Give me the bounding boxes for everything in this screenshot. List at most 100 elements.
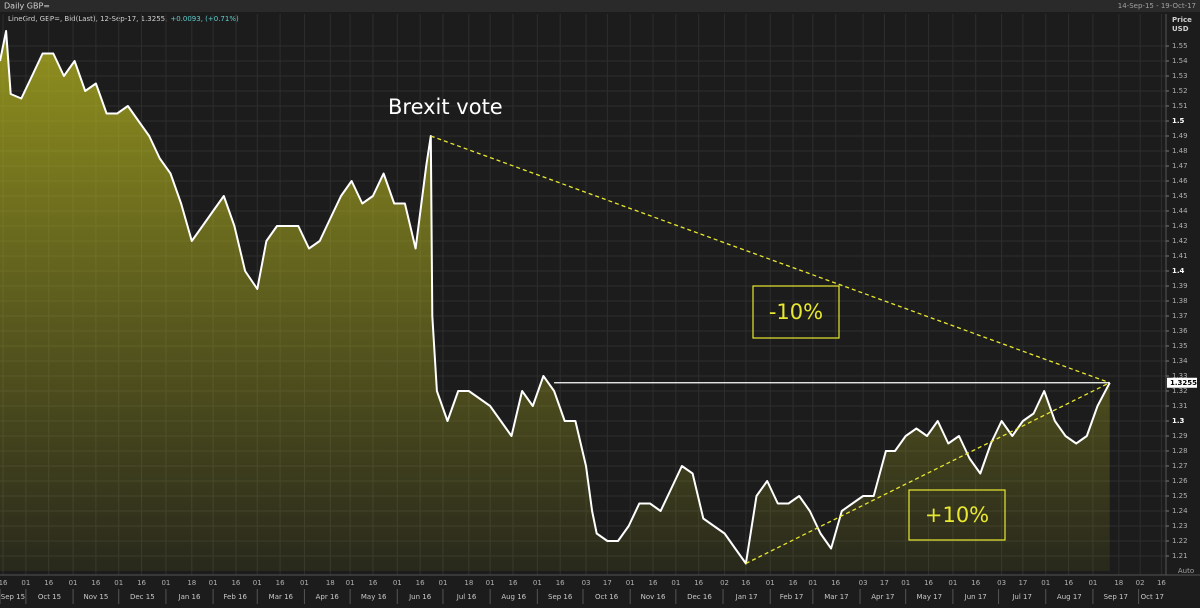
last-value-tag <box>1167 377 1197 388</box>
y-tick-label: 1.37 <box>1172 312 1188 320</box>
month-label: Apr 16 <box>316 593 340 601</box>
y-tick-label: 1.44 <box>1172 207 1188 215</box>
x-tick-label: 16 <box>924 579 933 587</box>
annotation-box <box>908 489 1006 541</box>
chart-title: Daily GBP= <box>4 2 50 11</box>
x-tick-label: 01 <box>209 579 218 587</box>
x-tick-label: 16 <box>231 579 240 587</box>
x-tick-label: 16 <box>0 579 8 587</box>
month-label: Mar 16 <box>269 593 294 601</box>
x-tick-label: 16 <box>276 579 285 587</box>
x-tick-label: 16 <box>694 579 703 587</box>
y-tick-label: 1.25 <box>1172 492 1188 500</box>
y-tick-label: 1.49 <box>1172 132 1188 140</box>
x-tick-label: 16 <box>368 579 377 587</box>
month-label: Jan 17 <box>735 593 758 601</box>
y-tick-label: 1.53 <box>1172 72 1188 80</box>
legend-change: +0.0093, (+0.71%) <box>170 15 239 23</box>
x-tick-label: 01 <box>346 579 355 587</box>
y-tick-label: 1.28 <box>1172 447 1188 455</box>
month-label: Apr 17 <box>871 593 894 601</box>
month-label: Sep 17 <box>1104 593 1128 601</box>
x-tick-label: 16 <box>789 579 798 587</box>
x-tick-label: 01 <box>1041 579 1050 587</box>
month-label: Jul 17 <box>1011 593 1032 601</box>
x-tick-label: 16 <box>509 579 518 587</box>
y-tick-label: 1.32 <box>1172 387 1188 395</box>
y-tick-label: 1.52 <box>1172 87 1188 95</box>
x-tick-label: 16 <box>416 579 425 587</box>
x-tick-label: 01 <box>114 579 123 587</box>
month-label: Jan 16 <box>178 593 201 601</box>
x-tick-label: 01 <box>438 579 447 587</box>
y-tick-label: 1.4 <box>1172 267 1185 275</box>
month-label: Oct 16 <box>595 593 619 601</box>
x-tick-label: 18 <box>187 579 196 587</box>
y-tick-label: 1.33 <box>1172 372 1188 380</box>
month-label: Jun 16 <box>408 593 432 601</box>
x-tick-label: 01 <box>161 579 170 587</box>
x-tick-label: 17 <box>603 579 612 587</box>
y-axis-label: USD <box>1172 25 1189 33</box>
x-tick-label: 01 <box>948 579 957 587</box>
x-tick-label: 01 <box>1088 579 1097 587</box>
y-tick-label: 1.27 <box>1172 462 1188 470</box>
x-tick-label: 01 <box>671 579 680 587</box>
x-tick-label: 01 <box>393 579 402 587</box>
header-bar <box>0 0 1200 12</box>
x-tick-label: 17 <box>1018 579 1027 587</box>
x-tick-label: 16 <box>1157 579 1166 587</box>
x-tick-label: 03 <box>582 579 591 587</box>
y-tick-label: 1.42 <box>1172 237 1188 245</box>
x-tick-label: 01 <box>21 579 30 587</box>
x-tick-label: 18 <box>464 579 473 587</box>
reference-line <box>430 135 1110 384</box>
y-tick-label: 1.45 <box>1172 192 1188 200</box>
x-tick-label: 16 <box>91 579 100 587</box>
x-tick-label: 01 <box>486 579 495 587</box>
y-tick-label: 1.36 <box>1172 327 1188 335</box>
x-tick-label: 01 <box>766 579 775 587</box>
x-tick-label: 16 <box>1064 579 1073 587</box>
month-label: Feb 17 <box>780 593 804 601</box>
y-tick-label: 1.51 <box>1172 102 1188 110</box>
x-tick-label: 02 <box>720 579 729 587</box>
x-tick-label: 01 <box>626 579 635 587</box>
x-tick-label: 17 <box>880 579 889 587</box>
x-tick-label: 16 <box>556 579 565 587</box>
x-tick-label: 01 <box>533 579 542 587</box>
price-line <box>0 30 1111 565</box>
y-tick-label: 1.21 <box>1172 552 1188 560</box>
y-tick-label: 1.55 <box>1172 42 1188 50</box>
y-tick-label: 1.34 <box>1172 357 1188 365</box>
month-label: Feb 16 <box>223 593 247 601</box>
y-tick-label: 1.54 <box>1172 57 1188 65</box>
annotation: Brexit vote <box>388 95 503 119</box>
month-label: Oct 17 <box>1141 593 1164 601</box>
month-label: Nov 15 <box>83 593 108 601</box>
month-label: Mar 17 <box>824 593 848 601</box>
x-tick-label: 16 <box>971 579 980 587</box>
y-tick-label: 1.39 <box>1172 282 1188 290</box>
month-label: Dec 16 <box>687 593 712 601</box>
auto-button[interactable]: Auto <box>1178 567 1194 575</box>
month-label: May 16 <box>361 593 387 601</box>
x-tick-label: 16 <box>831 579 840 587</box>
month-label: Jun 17 <box>964 593 987 601</box>
x-tick-label: 01 <box>300 579 309 587</box>
y-tick-label: 1.38 <box>1172 297 1188 305</box>
legend-text: LineGrd, GBP=, Bid(Last), 12-Sep-17, 1.3… <box>8 15 167 23</box>
month-label: Dec 15 <box>130 593 155 601</box>
x-tick-label: 01 <box>808 579 817 587</box>
annotation: +10% <box>925 503 989 527</box>
y-tick-label: 1.47 <box>1172 162 1188 170</box>
month-label: May 17 <box>916 593 942 601</box>
x-tick-label: 03 <box>859 579 868 587</box>
x-tick-label: 18 <box>1114 579 1123 587</box>
y-axis-label: Price <box>1172 16 1192 24</box>
x-tick-label: 18 <box>326 579 335 587</box>
date-range: 14-Sep-15 - 19-Oct-17 <box>1118 2 1196 10</box>
y-tick-label: 1.48 <box>1172 147 1188 155</box>
